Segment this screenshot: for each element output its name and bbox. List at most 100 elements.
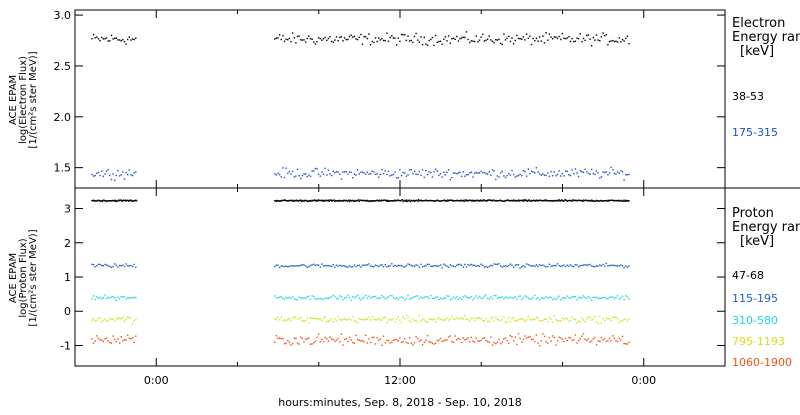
data-point <box>525 33 528 35</box>
data-point <box>423 36 425 39</box>
data-point <box>122 296 124 298</box>
data-point <box>287 266 289 268</box>
data-point <box>623 299 625 301</box>
data-point <box>509 40 512 43</box>
data-point <box>514 176 516 178</box>
data-point <box>317 37 320 39</box>
data-point <box>107 168 109 171</box>
data-point <box>348 265 351 267</box>
data-point <box>332 41 334 43</box>
data-point <box>335 171 338 173</box>
data-point <box>334 172 336 174</box>
data-point <box>355 265 357 268</box>
data-point <box>516 200 518 202</box>
data-point <box>561 265 564 267</box>
data-point <box>374 343 377 345</box>
electron-legend-title-line1: Electron <box>732 16 785 31</box>
data-point <box>456 316 458 319</box>
data-point <box>324 200 326 202</box>
data-point <box>405 314 408 317</box>
data-point <box>464 36 466 39</box>
data-point <box>412 296 414 299</box>
data-point <box>378 265 380 268</box>
data-point <box>456 296 458 298</box>
data-point <box>571 200 573 202</box>
data-point <box>522 36 525 38</box>
data-point <box>378 339 380 341</box>
data-point <box>594 336 596 339</box>
data-point <box>568 174 570 176</box>
data-point <box>339 200 342 202</box>
data-point <box>314 340 317 342</box>
data-point <box>434 342 437 345</box>
data-point <box>543 174 546 176</box>
data-point <box>92 295 95 297</box>
data-point <box>615 264 617 267</box>
data-point <box>495 39 497 41</box>
data-point <box>495 342 497 345</box>
data-point <box>521 175 523 177</box>
data-point <box>330 40 333 43</box>
data-point <box>534 265 536 267</box>
data-point <box>565 199 568 202</box>
data-point <box>496 200 499 202</box>
data-point <box>404 338 406 340</box>
data-point <box>548 316 551 319</box>
data-point <box>303 173 305 175</box>
data-point <box>339 199 341 202</box>
data-point <box>274 200 276 202</box>
data-point <box>613 316 616 319</box>
data-point <box>472 264 474 266</box>
data-point <box>278 34 281 36</box>
data-point <box>597 172 599 174</box>
data-point <box>503 175 505 177</box>
data-point <box>275 297 278 299</box>
data-point <box>597 39 599 41</box>
data-point <box>112 173 114 175</box>
data-point <box>347 266 349 268</box>
data-point <box>410 342 412 344</box>
data-point <box>110 318 113 321</box>
data-point <box>131 297 134 299</box>
data-point <box>324 264 326 267</box>
data-point <box>503 265 505 267</box>
data-point <box>473 40 476 43</box>
data-point <box>404 266 406 268</box>
data-point <box>321 338 323 341</box>
data-point <box>288 341 291 343</box>
data-point <box>521 199 524 201</box>
data-point <box>94 298 96 301</box>
data-point <box>340 36 343 38</box>
data-point <box>504 321 507 323</box>
data-point <box>418 170 421 173</box>
data-point <box>370 200 373 202</box>
data-point <box>451 340 453 343</box>
data-point <box>313 199 316 201</box>
data-point <box>612 296 614 298</box>
data-point <box>527 336 529 338</box>
data-point <box>556 297 559 299</box>
data-point <box>306 296 308 298</box>
data-point <box>365 334 367 336</box>
data-point <box>382 39 385 42</box>
data-point <box>322 265 325 267</box>
data-point <box>346 200 348 202</box>
data-point <box>626 343 629 345</box>
data-point <box>556 199 558 202</box>
data-point <box>125 318 127 320</box>
data-point <box>628 200 630 202</box>
data-point <box>313 170 315 172</box>
data-point <box>97 297 100 299</box>
data-point <box>504 39 507 41</box>
data-point <box>444 318 447 321</box>
data-point <box>304 265 307 267</box>
data-point <box>582 37 585 40</box>
data-point <box>562 200 564 202</box>
data-point <box>603 200 606 202</box>
data-point <box>599 297 601 299</box>
data-point <box>369 200 371 203</box>
data-point <box>516 263 518 266</box>
data-point <box>508 297 510 299</box>
data-point <box>467 174 469 176</box>
